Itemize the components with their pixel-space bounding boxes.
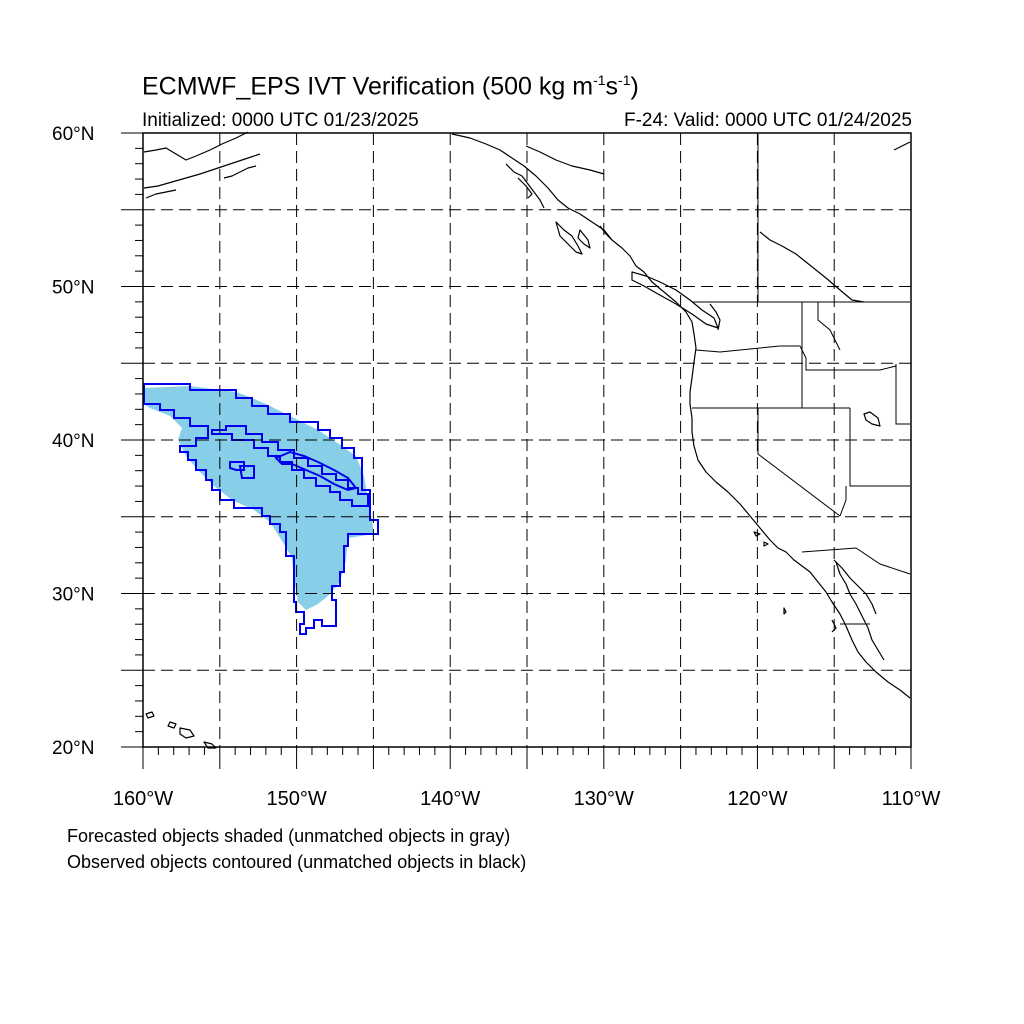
- lon-label: 160°W: [113, 788, 173, 810]
- lon-label: 120°W: [727, 788, 787, 810]
- lat-label: 40°N: [52, 431, 94, 452]
- lon-label: 140°W: [420, 788, 480, 810]
- lat-lon-grid: [143, 133, 911, 747]
- coastlines: [143, 131, 911, 749]
- observed-note: Observed objects contoured (unmatched ob…: [67, 852, 527, 872]
- forecast-note: Forecasted objects shaded (unmatched obj…: [67, 826, 511, 846]
- axis-labels: 20°N 30°N 40°N 50°N 60°N 160°W 150°W 140°W 130°W…: [52, 124, 941, 810]
- lat-label: 60°N: [52, 124, 94, 145]
- initialized-time: Initialized: 0000 UTC 01/23/2025: [142, 110, 419, 131]
- lat-label: 20°N: [52, 738, 94, 759]
- lon-label: 130°W: [574, 788, 634, 810]
- lat-label: 30°N: [52, 585, 94, 606]
- political-borders: [692, 134, 911, 625]
- valid-time: F-24: Valid: 0000 UTC 01/24/2025: [624, 110, 912, 131]
- lon-label: 150°W: [266, 788, 326, 810]
- map-frame: [121, 132, 912, 769]
- map-title: ECMWF_EPS IVT Verification (500 kg m-1s-…: [142, 72, 639, 101]
- lon-label: 110°W: [882, 788, 941, 810]
- observed-object: [143, 383, 379, 635]
- lat-label: 50°N: [52, 278, 94, 299]
